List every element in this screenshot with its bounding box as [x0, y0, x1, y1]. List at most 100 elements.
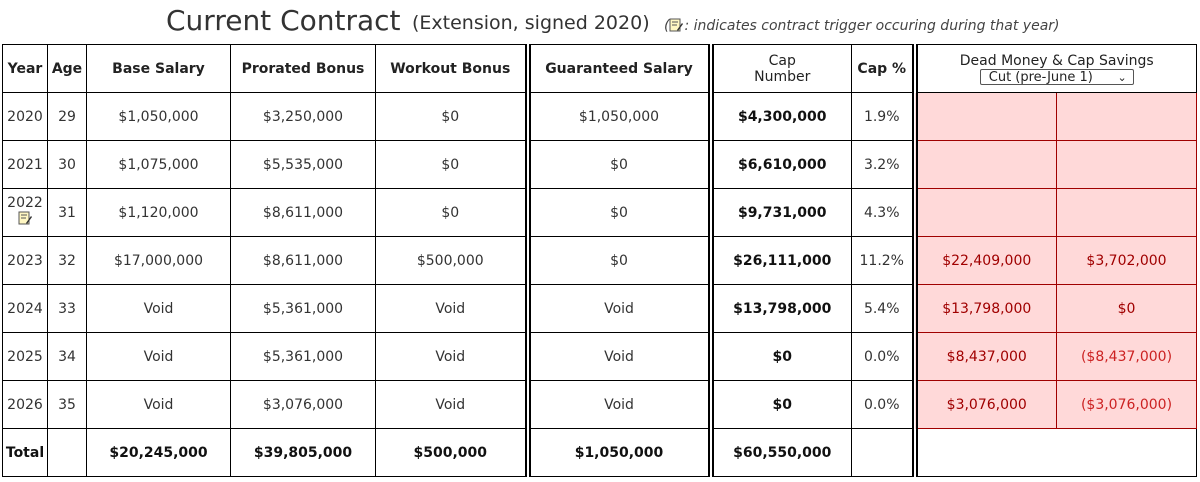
cut-type-select[interactable]: Cut (pre-June 1) ⌄	[979, 68, 1134, 85]
cell-dead: $8,437,000	[914, 332, 1057, 381]
cell-year: 2020	[2, 92, 48, 141]
trigger-legend: ( : indicates contract trigger occuring d…	[664, 18, 1060, 37]
legend-open-paren: (	[664, 18, 670, 34]
cell-year: 2024	[2, 284, 48, 333]
cell-guaranteed: $0	[527, 140, 714, 189]
cell-prorated: $3,076,000	[230, 380, 376, 429]
cell-workout: Void	[375, 284, 531, 333]
total-dead-empty	[914, 428, 1197, 477]
cell-pct: 0.0%	[851, 332, 918, 381]
cell-guaranteed: $1,050,000	[527, 92, 714, 141]
cell-prorated: $5,535,000	[230, 140, 376, 189]
cell-prorated: $8,611,000	[230, 188, 376, 237]
legend-text: : indicates contract trigger occuring du…	[684, 18, 1055, 34]
cell-prorated: $8,611,000	[230, 236, 376, 285]
cell-dead: $22,409,000	[914, 236, 1057, 285]
cell-savings	[1056, 188, 1197, 237]
cell-age: 31	[47, 188, 87, 237]
page-title: Current Contract	[166, 4, 401, 37]
cell-cap: $0	[710, 332, 852, 381]
cell-workout: Void	[375, 380, 531, 429]
cell-dead	[914, 188, 1057, 237]
cell-age: 30	[47, 140, 87, 189]
cell-cap: $13,798,000	[710, 284, 852, 333]
cell-year-text: 2022	[7, 195, 43, 211]
page-subtitle: (Extension, signed 2020)	[412, 12, 650, 34]
cell-dead	[914, 140, 1057, 189]
cell-savings: ($8,437,000)	[1056, 332, 1197, 381]
col-header-base-salary: Base Salary	[86, 44, 231, 93]
total-base: $20,245,000	[86, 428, 231, 477]
cell-dead	[914, 92, 1057, 141]
cell-pct: 1.9%	[851, 92, 918, 141]
dead-money-label: Dead Money & Cap Savings	[959, 52, 1154, 69]
cell-base: Void	[86, 284, 231, 333]
total-pct-empty	[851, 428, 918, 477]
cell-prorated: $3,250,000	[230, 92, 376, 141]
total-label: Total	[2, 428, 48, 477]
cell-base: Void	[86, 332, 231, 381]
cut-select-value: Cut (pre-June 1)	[988, 69, 1093, 85]
total-prorated: $39,805,000	[230, 428, 376, 477]
cell-base: $1,120,000	[86, 188, 231, 237]
col-header-guaranteed-salary: Guaranteed Salary	[527, 44, 714, 93]
cell-pct: 3.2%	[851, 140, 918, 189]
col-header-prorated-bonus: Prorated Bonus	[230, 44, 376, 93]
col-header-cap-pct: Cap %	[851, 44, 918, 93]
cell-guaranteed: $0	[527, 236, 714, 285]
cell-base: $1,075,000	[86, 140, 231, 189]
cell-year: 2021	[2, 140, 48, 189]
cell-guaranteed: Void	[527, 332, 714, 381]
total-guaranteed: $1,050,000	[527, 428, 714, 477]
cell-guaranteed: Void	[527, 380, 714, 429]
cell-year: 2026	[2, 380, 48, 429]
cell-prorated: $5,361,000	[230, 284, 376, 333]
table-row: 2025 34 Void $5,361,000 Void Void $0 0.0% $8,437…	[2, 332, 1197, 381]
legend-close-paren: )	[1054, 18, 1060, 34]
cell-savings: $3,702,000	[1056, 236, 1197, 285]
note-icon	[3, 211, 47, 230]
cell-guaranteed: Void	[527, 284, 714, 333]
cell-base: $1,050,000	[86, 92, 231, 141]
col-header-workout-bonus: Workout Bonus	[375, 44, 531, 93]
table-row: 2021 30 $1,075,000 $5,535,000 $0 $0 $6,610,000…	[2, 140, 1197, 189]
cell-dead: $13,798,000	[914, 284, 1057, 333]
cell-workout: $0	[375, 188, 531, 237]
cell-prorated: $5,361,000	[230, 332, 376, 381]
cell-pct: 4.3%	[851, 188, 918, 237]
col-header-cap-number: Cap Number	[710, 44, 852, 93]
total-age-empty	[47, 428, 87, 477]
cap-label-line2: Number	[754, 68, 811, 85]
cell-workout: $0	[375, 92, 531, 141]
cell-cap: $0	[710, 380, 852, 429]
cell-workout: $0	[375, 140, 531, 189]
cell-pct: 0.0%	[851, 380, 918, 429]
cell-workout: Void	[375, 332, 531, 381]
table-row: 2024 33 Void $5,361,000 Void Void $13,798,000 5…	[2, 284, 1197, 333]
note-icon	[669, 18, 684, 37]
cell-year: 2023	[2, 236, 48, 285]
chevron-down-icon: ⌄	[1117, 70, 1127, 84]
cell-age: 33	[47, 284, 87, 333]
cell-cap: $4,300,000	[710, 92, 852, 141]
cell-age: 29	[47, 92, 87, 141]
table-row: 2022 31 $1,120,000 $8,611,000 $0 $0 $9,731,000…	[2, 188, 1197, 237]
cell-pct: 5.4%	[851, 284, 918, 333]
cell-dead: $3,076,000	[914, 380, 1057, 429]
cell-base: Void	[86, 380, 231, 429]
table-row: 2020 29 $1,050,000 $3,250,000 $0 $1,050,000 $4…	[2, 92, 1197, 141]
cell-savings: $0	[1056, 284, 1197, 333]
total-cap: $60,550,000	[710, 428, 852, 477]
cell-savings: ($3,076,000)	[1056, 380, 1197, 429]
cell-guaranteed: $0	[527, 188, 714, 237]
cell-savings	[1056, 92, 1197, 141]
cell-cap: $26,111,000	[710, 236, 852, 285]
table-row: 2026 35 Void $3,076,000 Void Void $0 0.0% $3,076…	[2, 380, 1197, 429]
cell-cap: $9,731,000	[710, 188, 852, 237]
cell-cap: $6,610,000	[710, 140, 852, 189]
total-workout: $500,000	[375, 428, 531, 477]
col-header-dead-money: Dead Money & Cap Savings Cut (pre-June 1…	[914, 44, 1197, 93]
cap-label-line1: Cap	[768, 52, 796, 69]
cell-age: 34	[47, 332, 87, 381]
cell-age: 35	[47, 380, 87, 429]
